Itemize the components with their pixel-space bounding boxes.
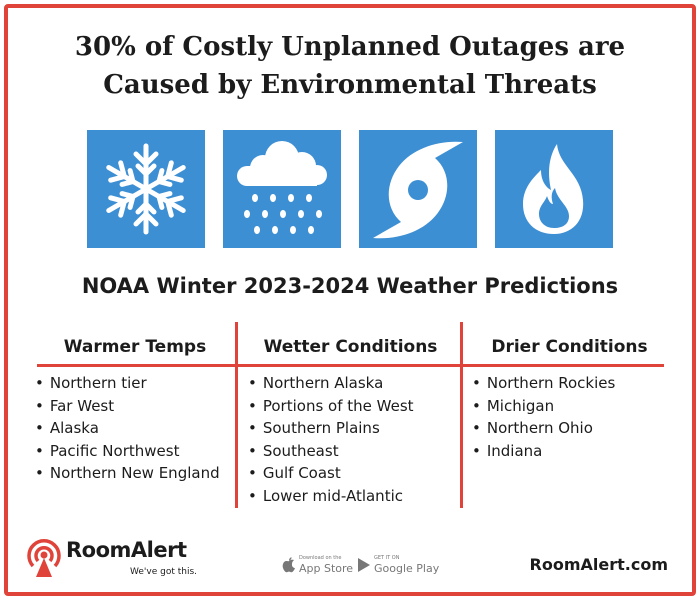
list-item: Gulf Coast <box>248 462 453 485</box>
column-heading: Drier Conditions <box>491 337 648 357</box>
list-item: Alaska <box>35 417 235 440</box>
header-divider <box>37 364 664 367</box>
apple-icon <box>282 557 295 573</box>
app-store-badge[interactable]: Download on the App Store <box>282 553 354 577</box>
google-play-small-label: GET IT ON <box>374 555 400 561</box>
column-divider-2 <box>460 322 463 508</box>
app-store-label: App Store <box>299 562 354 575</box>
list-item: Indiana <box>472 440 667 463</box>
play-icon <box>358 558 370 572</box>
headline-line-1: 30% of Costly Unplanned Outages are <box>74 32 626 62</box>
brand-tagline: We've got this. <box>130 567 197 577</box>
column-drier: Drier Conditions Northern Rockies Michig… <box>472 330 667 462</box>
region-list: Northern Alaska Portions of the West Sou… <box>248 372 453 507</box>
list-item: Michigan <box>472 395 667 418</box>
list-item: Portions of the West <box>248 395 453 418</box>
brand-name: RoomAlert <box>66 538 187 562</box>
column-wetter: Wetter Conditions Northern Alaska Portio… <box>248 330 453 507</box>
headline: 30% of Costly Unplanned Outages are Caus… <box>0 28 700 104</box>
roomalert-logo[interactable]: RoomAlert We've got this. <box>26 536 226 582</box>
column-warmer: Warmer Temps Northern tier Far West Alas… <box>35 330 235 485</box>
list-item: Southeast <box>248 440 453 463</box>
list-item: Pacific Northwest <box>35 440 235 463</box>
google-play-label: Google Play <box>374 562 440 575</box>
region-list: Northern tier Far West Alaska Pacific No… <box>35 372 235 485</box>
column-heading: Warmer Temps <box>63 337 207 357</box>
headline-line-2: Caused by Environmental Threats <box>103 70 597 100</box>
fire-icon <box>495 130 613 248</box>
website-link[interactable]: RoomAlert.com <box>529 555 668 574</box>
list-item: Northern Alaska <box>248 372 453 395</box>
column-heading: Wetter Conditions <box>263 337 438 357</box>
list-item: Northern Ohio <box>472 417 667 440</box>
threat-icons <box>87 130 613 248</box>
region-list: Northern Rockies Michigan Northern Ohio … <box>472 372 667 462</box>
list-item: Northern New England <box>35 462 235 485</box>
list-item: Lower mid-Atlantic <box>248 485 453 508</box>
subtitle: NOAA Winter 2023-2024 Weather Prediction… <box>81 274 619 298</box>
rain-cloud-icon <box>223 130 341 248</box>
app-store-small-label: Download on the <box>299 555 342 561</box>
list-item: Northern tier <box>35 372 235 395</box>
hurricane-icon <box>359 130 477 248</box>
list-item: Far West <box>35 395 235 418</box>
google-play-badge[interactable]: GET IT ON Google Play <box>357 553 439 577</box>
snowflake-icon <box>87 130 205 248</box>
column-divider-1 <box>235 322 238 508</box>
signal-icon <box>27 539 61 577</box>
list-item: Southern Plains <box>248 417 453 440</box>
list-item: Northern Rockies <box>472 372 667 395</box>
